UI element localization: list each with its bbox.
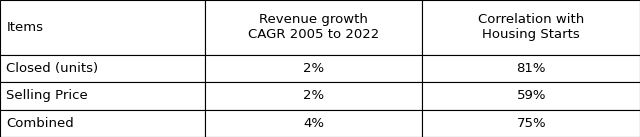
Bar xyxy=(0,82,205,110)
Text: 59%: 59% xyxy=(516,89,546,102)
Text: 2%: 2% xyxy=(303,62,324,75)
Bar xyxy=(422,82,640,110)
Text: Items: Items xyxy=(6,21,44,34)
Text: 2%: 2% xyxy=(303,89,324,102)
Text: Selling Price: Selling Price xyxy=(6,89,88,102)
Bar xyxy=(205,82,422,110)
Bar xyxy=(205,55,422,82)
Text: Closed (units): Closed (units) xyxy=(6,62,99,75)
Text: Combined: Combined xyxy=(6,117,74,130)
Text: 4%: 4% xyxy=(303,117,324,130)
Bar xyxy=(422,55,640,82)
Text: Revenue growth
CAGR 2005 to 2022: Revenue growth CAGR 2005 to 2022 xyxy=(248,13,380,41)
Bar xyxy=(205,110,422,137)
Bar xyxy=(205,0,422,55)
Bar xyxy=(422,110,640,137)
Bar xyxy=(422,0,640,55)
Text: Correlation with
Housing Starts: Correlation with Housing Starts xyxy=(478,13,584,41)
Bar xyxy=(0,110,205,137)
Bar xyxy=(0,0,205,55)
Text: 81%: 81% xyxy=(516,62,546,75)
Bar xyxy=(0,55,205,82)
Text: 75%: 75% xyxy=(516,117,546,130)
